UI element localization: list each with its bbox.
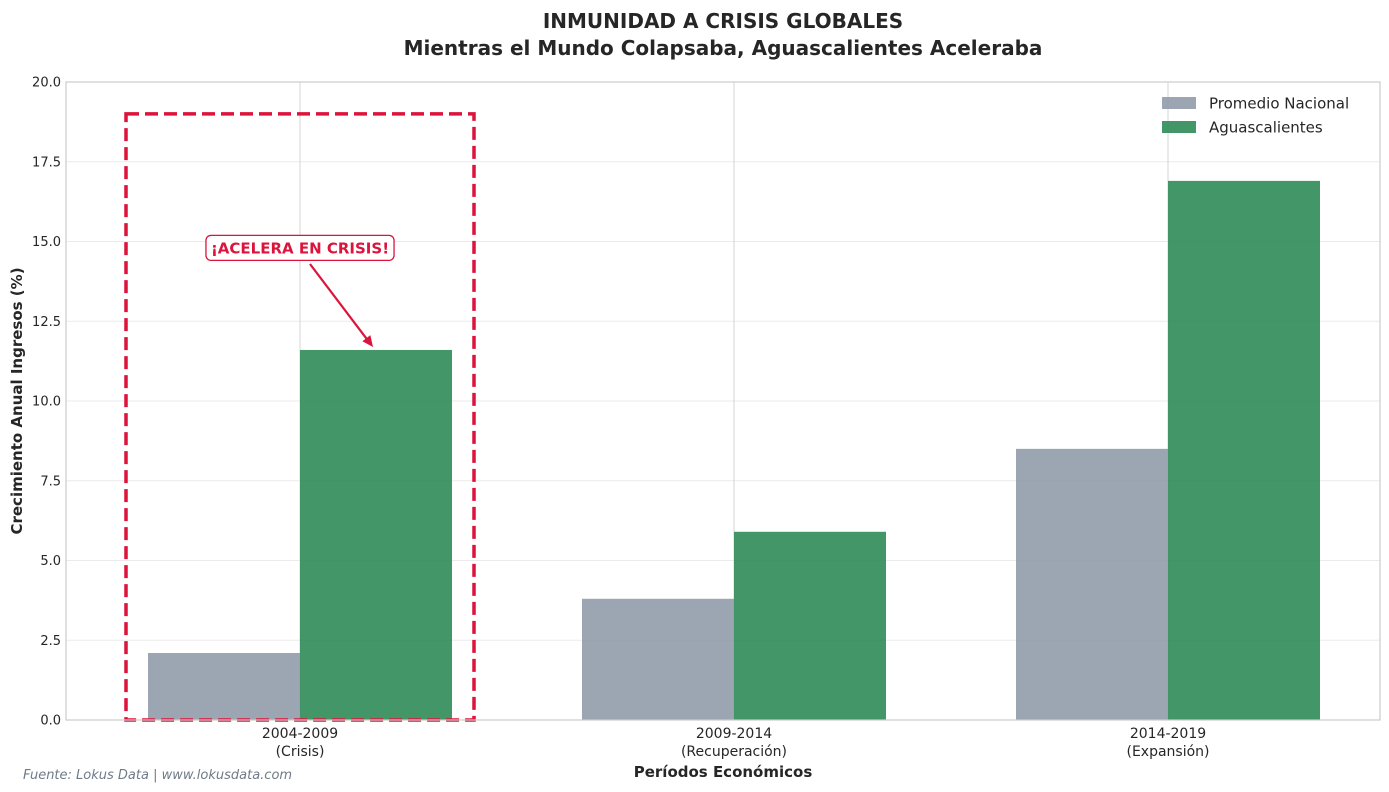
x-tick-label-phase: (Recuperación) — [681, 744, 787, 760]
legend-label-aguascalientes: Aguascalientes — [1209, 119, 1323, 137]
x-tick-label-phase: (Crisis) — [276, 744, 325, 760]
source-note: Fuente: Lokus Data | www.lokusdata.com — [23, 768, 292, 783]
x-tick-label-phase: (Expansión) — [1126, 744, 1209, 760]
y-tick-label: 15.0 — [32, 235, 61, 250]
x-tick-label-period: 2004-2009 — [262, 726, 338, 742]
annotation-label-box — [205, 234, 395, 262]
y-tick-label: 7.5 — [40, 474, 61, 489]
bar-aguascalientes-2 — [1168, 180, 1320, 720]
legend-swatch-aguascalientes — [1162, 121, 1196, 133]
annotation-arrow-head — [362, 335, 373, 347]
chart-title: INMUNIDAD A CRISIS GLOBALES — [543, 9, 903, 33]
y-tick-label: 2.5 — [40, 634, 61, 649]
y-tick-label: 5.0 — [40, 554, 61, 569]
bar-promedio-nacional-2 — [1016, 448, 1168, 720]
annotation: ¡ACELERA EN CRISIS! — [124, 112, 476, 722]
bar-aguascalientes-1 — [734, 531, 886, 720]
legend-label-promedio-nacional: Promedio Nacional — [1209, 95, 1349, 113]
annotation-label: ¡ACELERA EN CRISIS! — [211, 239, 389, 257]
bars — [148, 180, 1320, 720]
plot-frame — [65, 81, 1381, 721]
bar-promedio-nacional-1 — [582, 598, 734, 720]
y-tick-label: 17.5 — [32, 155, 61, 170]
x-tick-label-period: 2009-2014 — [696, 726, 772, 742]
x-tick-label-period: 2014-2019 — [1130, 726, 1206, 742]
chart-subtitle: Mientras el Mundo Colapsaba, Aguascalien… — [404, 36, 1043, 60]
y-tick-label: 0.0 — [40, 714, 61, 729]
bar-promedio-nacional-0 — [148, 653, 300, 720]
legend: Promedio Nacional Aguascalientes — [1162, 95, 1349, 137]
bar-aguascalientes-0 — [300, 349, 452, 720]
y-axis-label: Crecimiento Anual Ingresos (%) — [8, 267, 26, 534]
annotation-arrow-line — [309, 263, 370, 343]
y-tick-label: 20.0 — [32, 76, 61, 91]
x-axis-label: Períodos Económicos — [634, 763, 813, 781]
x-axis-ticks: 2004-2009 (Crisis) 2009-2014 (Recuperación)… — [262, 726, 1210, 760]
y-tick-label: 10.0 — [32, 395, 61, 410]
y-axis-ticks: 0.0 2.5 5.0 7.5 10.0 12.5 15.0 17.5 20.0 — [32, 76, 61, 729]
y-tick-label: 12.5 — [32, 315, 61, 330]
legend-swatch-promedio-nacional — [1162, 97, 1196, 109]
